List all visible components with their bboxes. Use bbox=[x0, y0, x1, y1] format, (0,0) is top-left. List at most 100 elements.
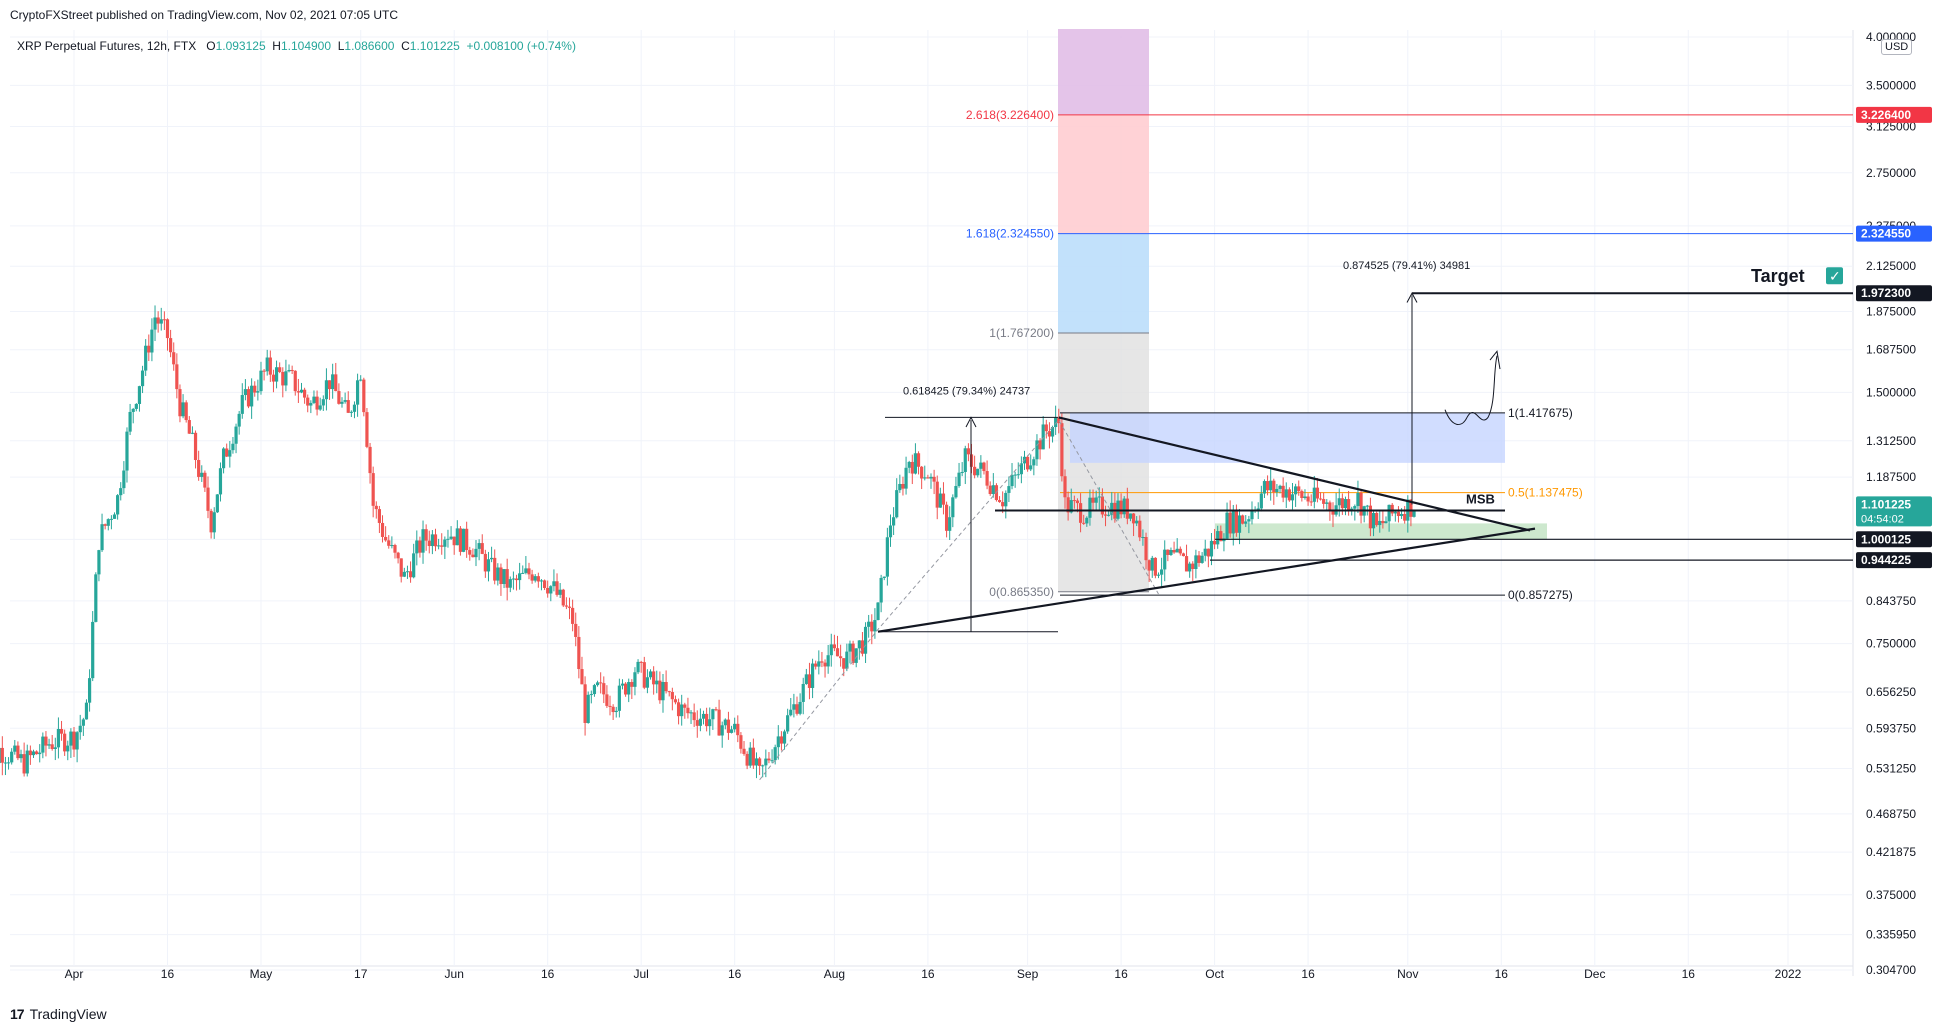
candle-body bbox=[533, 576, 537, 581]
y-tick-label: 0.531250 bbox=[1866, 762, 1916, 776]
candle-body bbox=[496, 567, 500, 581]
tradingview-logo-icon[interactable]: 17 bbox=[10, 1006, 25, 1022]
candle-body bbox=[446, 538, 450, 540]
candle-body bbox=[1337, 498, 1341, 506]
candle-body bbox=[1234, 509, 1239, 533]
candle-body bbox=[854, 648, 858, 663]
candle-body bbox=[1194, 555, 1198, 569]
candle-body bbox=[399, 558, 403, 577]
candle-body bbox=[589, 694, 593, 696]
candle-body bbox=[1188, 563, 1192, 572]
candle-body bbox=[885, 537, 889, 577]
candle-body bbox=[153, 317, 157, 330]
candle-body bbox=[1237, 515, 1242, 533]
candle-body bbox=[321, 399, 325, 406]
candle-body bbox=[343, 400, 347, 402]
candle-body bbox=[1007, 486, 1011, 493]
candle-body bbox=[614, 710, 618, 713]
candle-body bbox=[175, 364, 179, 390]
candle-body bbox=[159, 319, 163, 324]
candle-body bbox=[571, 607, 575, 624]
candle-body bbox=[430, 534, 434, 547]
currency-button[interactable]: USD bbox=[1881, 39, 1913, 55]
candle-body bbox=[140, 370, 145, 387]
candle-body bbox=[552, 581, 556, 587]
x-tick-label: 16 bbox=[1495, 967, 1509, 981]
candle-body bbox=[156, 317, 160, 324]
footer-brand[interactable]: TradingView bbox=[29, 1006, 107, 1022]
price-tag-countdown: 04:54:02 bbox=[1861, 513, 1904, 525]
candle-body bbox=[920, 466, 924, 479]
candle-body bbox=[225, 448, 229, 457]
candle-body bbox=[751, 747, 755, 766]
candle-body bbox=[698, 718, 702, 726]
candle-body bbox=[94, 574, 98, 622]
candle-body bbox=[234, 426, 238, 444]
candle-body bbox=[910, 461, 914, 474]
candle-body bbox=[683, 704, 687, 708]
low-label: L bbox=[337, 39, 345, 53]
x-tick-label: 16 bbox=[1301, 967, 1315, 981]
candle-body bbox=[586, 694, 590, 723]
x-tick-label: 16 bbox=[728, 967, 742, 981]
candle-body bbox=[549, 586, 553, 594]
candle-body bbox=[714, 709, 718, 711]
candle-body bbox=[246, 389, 251, 407]
candle-body bbox=[888, 525, 893, 538]
candle-body bbox=[203, 472, 207, 488]
candle-body bbox=[639, 661, 643, 663]
candle-body bbox=[988, 485, 992, 495]
candle-body bbox=[673, 699, 678, 703]
price-tag bbox=[1856, 531, 1932, 548]
candle-body bbox=[726, 719, 731, 733]
candle-body bbox=[873, 619, 877, 632]
candle-body bbox=[985, 471, 989, 486]
candle-body bbox=[689, 712, 693, 714]
candle-body bbox=[1160, 569, 1164, 575]
candle-body bbox=[334, 374, 338, 392]
candle-body bbox=[1172, 549, 1176, 553]
high-value: 1.104900 bbox=[280, 39, 332, 53]
candle-body bbox=[521, 572, 525, 574]
candle-body bbox=[767, 758, 771, 761]
candle-body bbox=[240, 395, 244, 414]
candle-body bbox=[829, 644, 833, 656]
candle-body bbox=[306, 397, 310, 406]
candle-body bbox=[131, 408, 135, 412]
y-tick-label: 0.468750 bbox=[1866, 807, 1916, 821]
price-tag-value: 1.972300 bbox=[1861, 286, 1911, 300]
candle-body bbox=[599, 682, 603, 684]
candle-body bbox=[1412, 510, 1416, 517]
candle-body bbox=[929, 476, 933, 479]
candle-body bbox=[776, 736, 780, 748]
candle-body bbox=[212, 512, 216, 533]
candle-body bbox=[623, 683, 628, 695]
candle-body bbox=[1169, 549, 1173, 555]
candle-body bbox=[1075, 500, 1080, 504]
candle-body bbox=[1125, 498, 1129, 519]
demand-zone bbox=[1215, 523, 1547, 540]
plot-area bbox=[10, 30, 1853, 966]
price-tag-value: 2.324550 bbox=[1861, 227, 1911, 241]
x-tick-label: Aug bbox=[824, 967, 845, 981]
candle-body bbox=[25, 750, 29, 774]
candle-body bbox=[340, 401, 344, 404]
candle-body bbox=[0, 747, 4, 763]
candle-body bbox=[84, 702, 89, 720]
candle-body bbox=[1340, 498, 1344, 509]
price-tag bbox=[1856, 496, 1932, 527]
candle-body bbox=[1396, 511, 1401, 517]
x-tick-label: 16 bbox=[161, 967, 175, 981]
candle-body bbox=[1175, 548, 1179, 553]
y-tick-label: 1.500000 bbox=[1866, 385, 1916, 399]
candle-body bbox=[1019, 463, 1023, 475]
candle-body bbox=[973, 466, 977, 476]
candle-body bbox=[798, 701, 802, 714]
candle-body bbox=[982, 462, 986, 472]
candle-body bbox=[907, 461, 911, 468]
candle-body bbox=[720, 725, 724, 736]
candle-body bbox=[75, 732, 79, 750]
candle-body bbox=[461, 528, 466, 552]
candle-body bbox=[863, 626, 868, 654]
